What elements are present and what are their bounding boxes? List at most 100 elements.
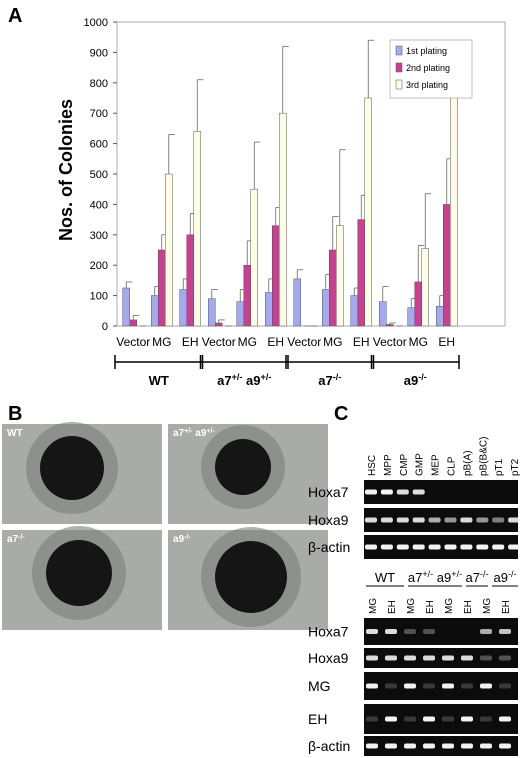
error-bar (339, 149, 346, 226)
gel-band (385, 683, 397, 689)
gel-band (365, 517, 377, 523)
panel-label: C (334, 403, 348, 425)
colony (46, 540, 112, 606)
bar (208, 298, 216, 327)
gel-band (442, 743, 454, 749)
micrograph-label: WT (7, 428, 23, 439)
bar (450, 94, 458, 327)
group-label-part: +/- (232, 372, 243, 382)
bar (158, 249, 166, 327)
gel-row-label: Hoxa7 (308, 484, 349, 500)
micrograph-label: a7+/- a9+/- (173, 428, 215, 440)
y-tick-label: 600 (90, 139, 108, 151)
genotype-label-part: +/- (422, 569, 433, 579)
colony (40, 436, 104, 500)
lane-label: pB(A) (462, 450, 473, 476)
gel-band (499, 683, 511, 689)
gel-band (460, 517, 473, 523)
lane-label: GMP (415, 453, 426, 476)
bar (265, 292, 273, 327)
gel-row-label: EH (308, 711, 327, 727)
group-label-part: a9 (242, 373, 260, 388)
gel-band (442, 716, 454, 722)
x-tick-label: MG (152, 335, 171, 349)
gel-band (385, 716, 397, 722)
gel-band (412, 544, 425, 550)
gel-band (385, 629, 397, 634)
gel-band (508, 544, 520, 550)
error-bar (417, 245, 425, 282)
lane-label: pB(B&C) (478, 437, 489, 476)
micrograph-label-part: a7 (7, 534, 19, 545)
gel-strip (364, 672, 518, 700)
gel-band (365, 544, 377, 550)
lane-label: MG (368, 598, 379, 614)
lane-label: CMP (399, 453, 410, 476)
bar (165, 173, 173, 327)
bar (250, 188, 258, 327)
bar (179, 289, 187, 327)
micrograph-label-part: WT (7, 428, 23, 439)
gel-band (423, 655, 435, 661)
error-bar (211, 289, 218, 299)
genotype-label-part: +/- (451, 569, 462, 579)
group-label-part: +/- (261, 372, 272, 382)
error-bar (125, 281, 133, 288)
gel-band (442, 655, 454, 661)
lane-label: EH (387, 600, 398, 614)
gel-band (412, 517, 425, 523)
gel-band (499, 655, 511, 661)
gel-band (492, 544, 505, 550)
gel-band (423, 716, 435, 722)
genotype-label-part: WT (375, 570, 395, 585)
lane-label: MEP (431, 454, 442, 476)
group-label-part: a7 (318, 373, 332, 388)
y-tick-label: 900 (90, 47, 108, 59)
gel-band (444, 517, 457, 523)
bar (443, 204, 451, 327)
lane-label: HSC (367, 455, 378, 476)
legend-swatch (395, 62, 403, 73)
genotype-label-part: -/- (480, 569, 489, 579)
error-bar (282, 45, 289, 114)
bar (322, 289, 330, 327)
lane-label: pT1 (494, 458, 505, 476)
gel-strip (364, 648, 518, 668)
gel-band (508, 517, 520, 523)
group-label-part: WT (149, 373, 169, 388)
gel-band (460, 544, 473, 550)
group-label: a7+/- a9+/- (217, 372, 271, 388)
y-tick-label: 1000 (84, 17, 108, 29)
x-tick-label: MG (323, 335, 342, 349)
error-bar (132, 314, 140, 320)
gel-band (480, 655, 492, 661)
lane-label: MG (444, 598, 455, 614)
bar (279, 112, 287, 327)
gel-row-label: β-actin (308, 539, 350, 555)
gel-band (476, 517, 489, 523)
bar (350, 295, 358, 327)
x-tick-label: MG (409, 335, 428, 349)
gel-band (404, 716, 416, 722)
gel-row-label: MG (308, 678, 331, 694)
micrograph-label-part: -/- (184, 534, 191, 541)
bar (272, 225, 280, 327)
gel-band (499, 743, 511, 749)
gel-band (380, 489, 393, 495)
gel-band (366, 655, 378, 661)
lane-label: EH (463, 600, 474, 614)
genotype-label-part: a9 (433, 570, 451, 585)
lane-label: CLP (447, 456, 458, 476)
bar (236, 301, 244, 327)
genotype-label: a9-/- (493, 569, 516, 585)
legend-label: 3rd plating (406, 80, 448, 90)
x-tick-label: Vector (373, 335, 407, 349)
group-label-part: -/- (333, 372, 342, 382)
x-tick-label: Vector (116, 335, 150, 349)
genotype-label: WT (375, 570, 395, 585)
micrograph-label: a7-/- (7, 534, 25, 546)
x-tick-label: Vector (202, 335, 236, 349)
error-bar (296, 269, 304, 279)
error-bar (389, 322, 396, 325)
